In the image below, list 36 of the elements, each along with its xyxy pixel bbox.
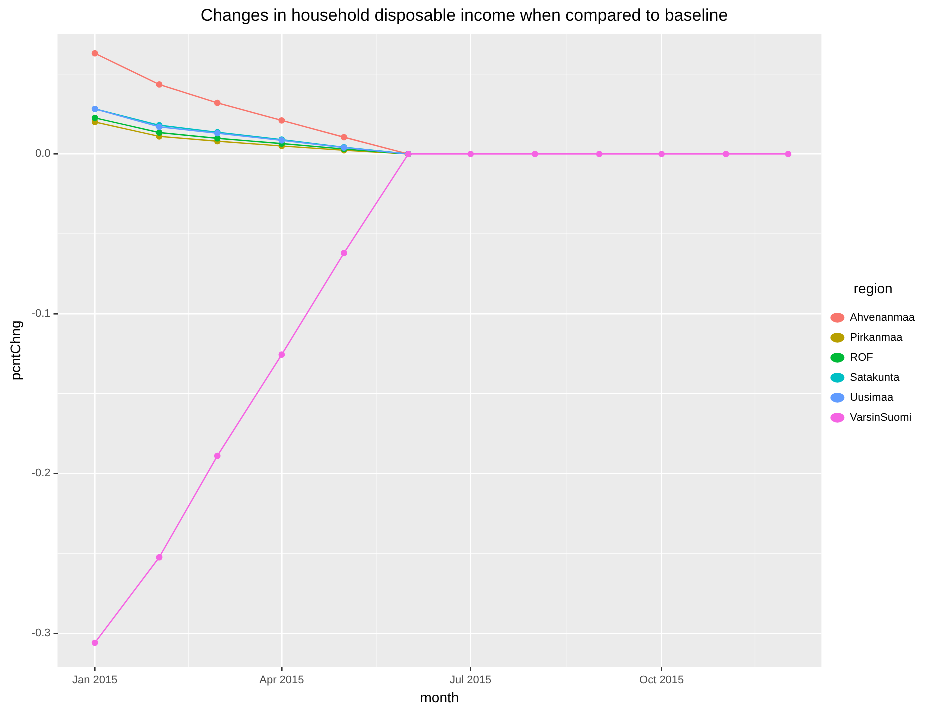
point [214,100,221,106]
point [722,151,730,158]
chart-title: Changes in household disposable income when compared to baseline [200,6,728,25]
point [341,250,348,256]
x-tick-label: Jul 2015 [450,674,492,687]
point [92,50,98,57]
legend-label: Pirkanmaa [850,332,904,344]
legend-label: ROF [850,352,874,364]
y-tick-label: -0.3 [32,627,51,640]
legend-title: region [854,280,893,296]
point [596,151,603,158]
y-tick-label: -0.1 [32,308,51,320]
point [658,151,666,158]
point [156,82,163,88]
x-axis-title: month [420,689,460,706]
point [156,130,163,136]
y-axis-title: pcntChng [7,320,24,381]
point [156,554,163,561]
point [468,151,474,158]
y-tick-label: -0.2 [32,468,51,480]
point [278,117,286,124]
point [341,134,348,141]
point [532,151,538,158]
point [92,640,98,646]
legend-label: VarsinSuomi [850,412,912,424]
x-tick-label: Jan 2015 [72,674,118,687]
point [214,452,221,460]
legend-label: Uusimaa [850,392,894,404]
point [92,114,98,122]
x-tick-label: Apr 2015 [260,674,304,687]
legend-label: Satakunta [850,372,901,384]
point [278,352,286,358]
x-tick-label: Oct 2015 [640,674,684,687]
y-tick-label: 0.0 [35,148,51,160]
legend-label: Ahvenanmaa [850,312,916,324]
point [785,151,792,158]
